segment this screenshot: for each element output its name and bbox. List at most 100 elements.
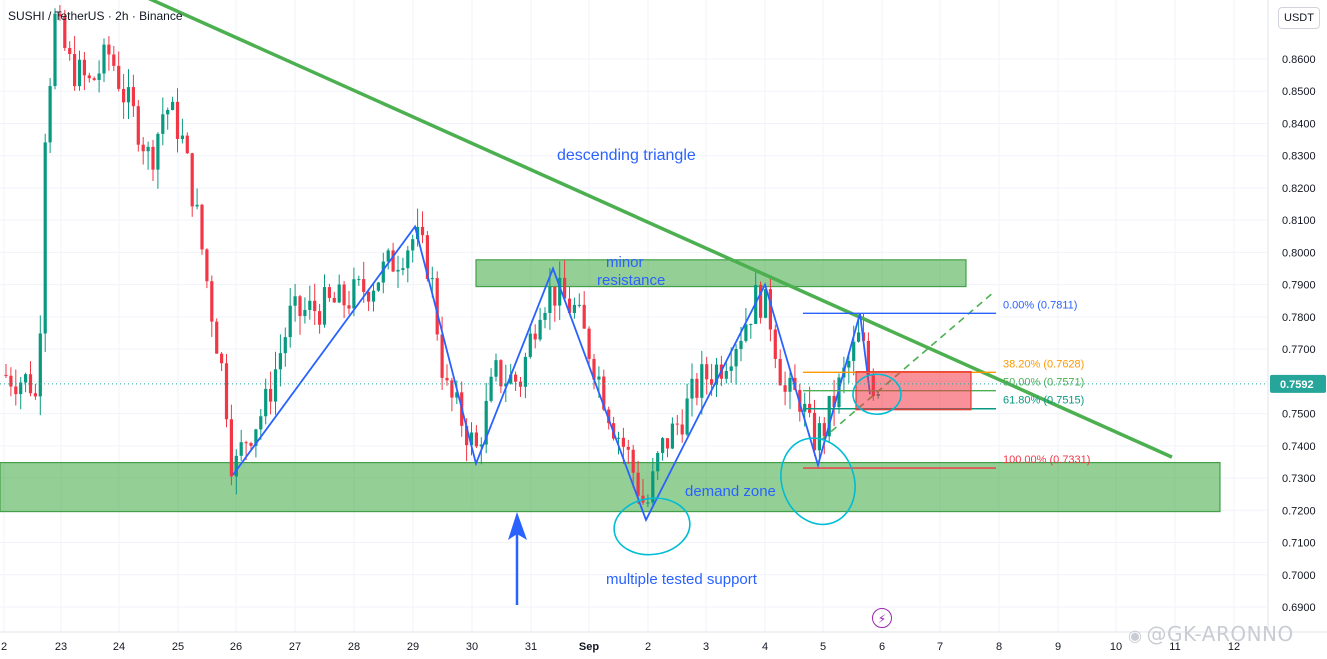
candle [768,289,772,330]
candle [9,375,13,387]
candle [852,341,856,361]
candle [587,328,591,359]
time-tick: 3 [703,641,709,653]
time-tick: 8 [996,641,1002,653]
candle [367,291,371,302]
candle [425,235,429,279]
candle [146,146,150,152]
circle-support-low [613,497,691,556]
candle [122,88,126,103]
candle [303,309,307,316]
time-tick: 29 [407,641,419,653]
candle [136,106,140,145]
price-tick: 0.7300 [1282,473,1316,485]
candle [504,383,508,387]
candle [205,249,209,282]
candle [469,432,474,446]
price-tick: 0.6900 [1282,602,1316,614]
candle [171,101,175,110]
candle [185,135,189,154]
candle [597,376,601,380]
candle [161,114,165,134]
watermark: ◉ @GK-ARONNO [1128,622,1294,646]
candle [523,356,527,387]
candle [817,423,821,451]
price-tick: 0.7700 [1282,344,1316,356]
candle [166,109,170,115]
candle [4,374,8,376]
candle [224,363,229,420]
candle [739,340,743,350]
candle [822,423,826,437]
candle [215,321,219,354]
candle [479,444,483,447]
candle [259,416,263,430]
candle [827,395,831,437]
fib-label: 50.00% (0.7571) [1003,377,1084,389]
time-tick: 5 [820,641,826,653]
candle [190,153,194,207]
candle [450,380,454,398]
demand-zone [0,461,1221,513]
candle [651,471,655,503]
candle [298,296,302,316]
pattern-zigzag [232,224,871,523]
time-tick: 10 [1110,641,1122,653]
candle [362,279,366,292]
arrow-up-icon [508,512,527,540]
circle-entry [852,373,902,416]
candle [577,304,581,306]
candle [229,419,233,477]
candle [269,388,273,402]
price-scale[interactable] [1268,0,1327,632]
candle [288,305,292,338]
annotation-resistance: resistance [597,272,665,289]
fib-label: 38.20% (0.7628) [1003,358,1084,370]
time-tick: 2 [1,641,7,653]
candle [788,377,792,392]
candle [665,438,670,449]
candle [28,374,33,394]
price-tick: 0.7100 [1282,538,1316,550]
candle [763,289,768,318]
candle [107,44,111,55]
trendline-rising-dashed [821,290,996,440]
candle [832,395,836,408]
candle [200,204,204,250]
candle [420,226,425,236]
last-price-badge [1270,374,1326,393]
price-tick: 0.8000 [1282,247,1316,259]
candle [283,337,287,354]
currency-button[interactable]: USDT [1278,7,1320,29]
candle [670,423,674,449]
price-tick: 0.7200 [1282,505,1316,517]
price-tick: 0.8400 [1282,118,1316,130]
candle [239,442,243,456]
candle [58,13,62,17]
candle [43,142,47,334]
candle [773,329,777,359]
candle [376,282,380,291]
candle [411,239,415,251]
candle [33,393,37,397]
candle [313,300,317,312]
time-tick: Sep [579,641,599,653]
price-tick: 0.8200 [1282,183,1316,195]
candle [234,455,238,477]
candle [553,286,557,306]
last-price-label: 0.7592 [1280,379,1314,391]
candle [308,300,312,310]
lightning-icon[interactable]: ⚡ [872,608,892,628]
candle [514,374,518,382]
trendline-descending [147,0,1173,459]
candle [264,388,268,417]
watermark-text: @GK-ARONNO [1146,622,1294,646]
price-tick: 0.8600 [1282,54,1316,66]
candle [474,432,478,447]
candle [53,13,57,87]
candle [396,269,400,272]
candle [87,75,91,79]
candle [489,376,493,401]
candle [626,446,630,450]
